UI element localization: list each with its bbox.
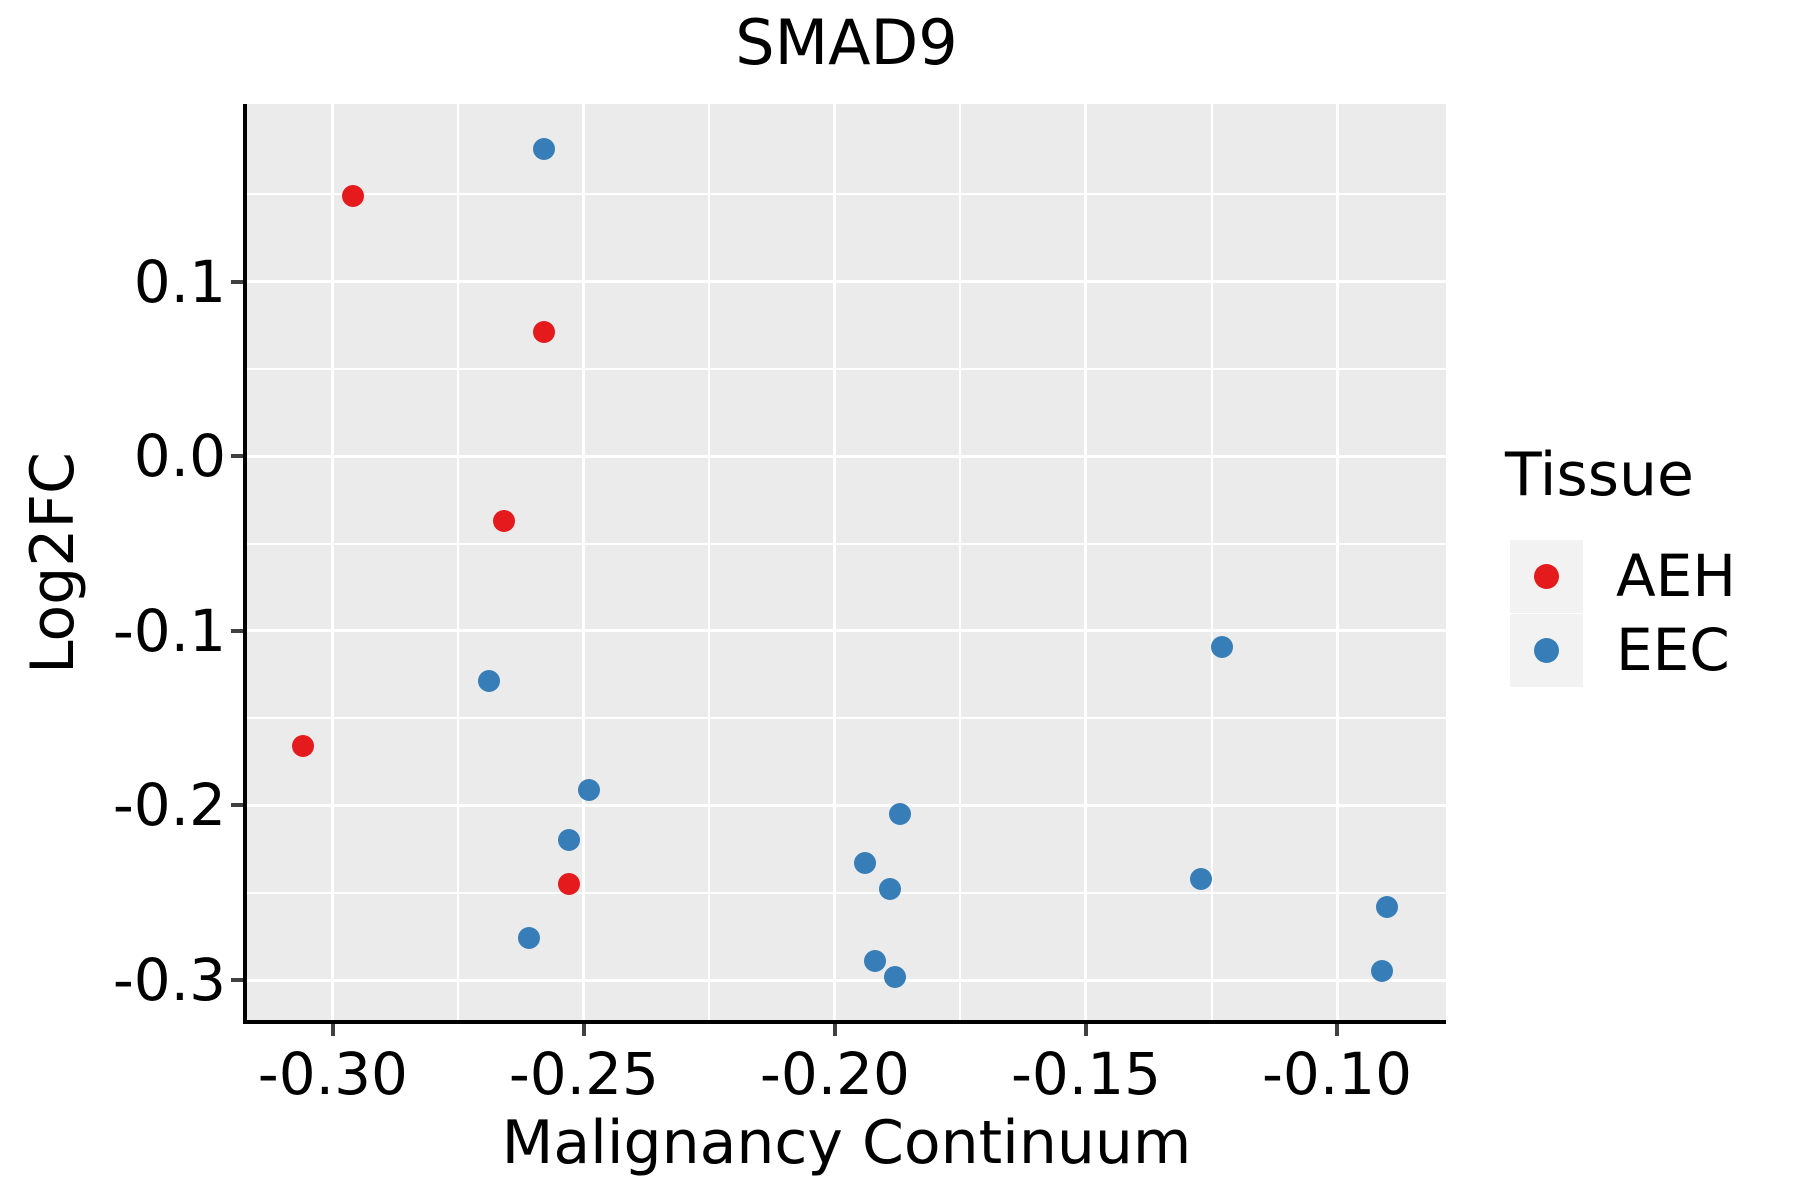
data-point-eec [884,965,907,988]
x-tick-label: -0.20 [759,1040,910,1108]
data-point-eec [1371,960,1394,983]
y-major-gridline [247,978,1446,982]
data-point-aeh [557,873,580,895]
plot-title: SMAD9 [735,6,958,79]
x-major-gridline [331,104,335,1020]
y-tick [231,803,243,808]
data-point-aeh [341,185,364,208]
y-tick [231,279,243,284]
data-point-eec [854,852,877,875]
data-point-eec [557,829,580,852]
x-axis-title: Malignancy Continuum [501,1108,1192,1178]
y-major-gridline [247,803,1446,807]
y-minor-gridline [247,542,1446,545]
data-point-eec [517,927,540,950]
x-major-gridline [833,104,837,1020]
x-tick-label: -0.25 [508,1040,659,1108]
y-major-gridline [247,629,1446,633]
data-point-eec [864,949,887,972]
legend-dot-aeh [1534,564,1559,589]
data-point-eec [1190,867,1213,890]
x-tick [581,1024,586,1036]
x-tick-label: -0.15 [1010,1040,1162,1108]
y-axis-title: Log2FC [18,452,88,674]
y-minor-gridline [247,891,1446,894]
x-minor-gridline [457,104,460,1020]
plot-panel [247,104,1446,1020]
data-point-eec [889,803,912,826]
x-axis-spine [243,1020,1446,1024]
x-major-gridline [582,104,586,1020]
y-major-gridline [247,280,1446,284]
y-minor-gridline [247,717,1446,720]
legend-label-aeh: AEH [1616,542,1736,610]
y-tick [231,978,243,983]
data-point-aeh [532,321,555,344]
x-tick [1083,1024,1088,1036]
data-point-eec [477,670,500,693]
legend-key-eec [1510,614,1583,687]
x-tick [330,1024,335,1036]
y-tick [231,454,243,459]
legend-key-aeh [1510,540,1583,613]
x-minor-gridline [1210,104,1213,1020]
x-tick [832,1024,837,1036]
legend-label-eec: EEC [1616,616,1730,684]
y-tick-label: 0.1 [133,247,226,316]
legend-dot-eec [1534,638,1559,663]
data-point-eec [577,778,600,801]
x-minor-gridline [959,104,962,1020]
y-minor-gridline [247,193,1446,196]
y-tick-label: -0.3 [112,946,226,1015]
y-major-gridline [247,454,1446,458]
x-major-gridline [1335,104,1339,1020]
x-minor-gridline [708,104,711,1020]
legend-title: Tissue [1505,440,1694,510]
x-major-gridline [1084,104,1088,1020]
data-point-eec [879,878,902,901]
y-tick-label: -0.2 [112,771,226,840]
data-point-eec [1210,635,1233,658]
y-tick [231,628,243,633]
data-point-aeh [291,735,314,758]
data-point-aeh [492,509,515,532]
y-tick-label: 0.0 [133,422,226,491]
x-tick-label: -0.10 [1261,1040,1413,1108]
y-minor-gridline [247,368,1446,370]
data-point-eec [532,138,555,161]
x-tick [1335,1024,1340,1036]
y-tick-label: -0.1 [112,596,226,665]
x-tick-label: -0.30 [257,1040,408,1108]
y-axis-spine [243,104,247,1024]
data-point-eec [1376,895,1399,918]
